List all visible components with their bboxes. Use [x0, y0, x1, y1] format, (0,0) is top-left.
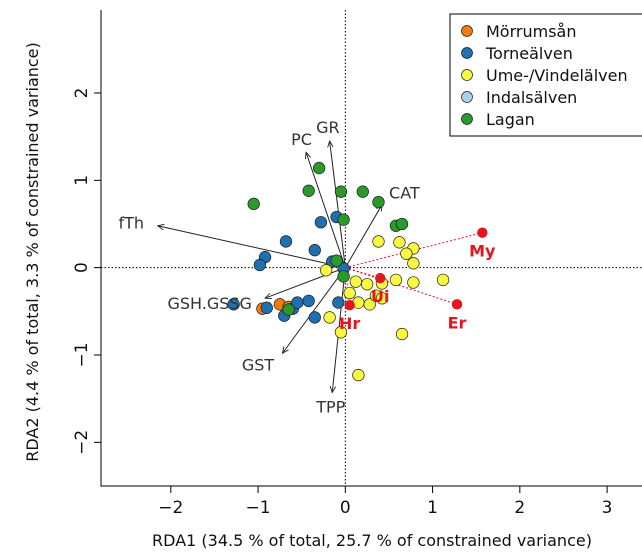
- vector-label-gr: GR: [316, 118, 340, 137]
- point-tornealven-5: [302, 294, 315, 307]
- centroid-my: [477, 227, 488, 238]
- point-ume-vindelalven-13: [363, 298, 376, 311]
- point-tornealven-12: [314, 216, 328, 229]
- y-tick-label-1: −1: [72, 342, 92, 367]
- y-tick-label-3: 1: [72, 175, 92, 186]
- point-lagan-10: [337, 213, 350, 226]
- vector-label-fth: fTh: [119, 214, 145, 233]
- point-lagan-5: [372, 195, 385, 209]
- centroid-label-hr: Hr: [339, 314, 360, 333]
- centroid-lines: [344, 232, 483, 306]
- point-lagan-1: [302, 184, 315, 197]
- point-lagan-4: [356, 185, 369, 198]
- legend-box: [449, 13, 642, 137]
- vector-label-pc: PC: [291, 130, 312, 149]
- point-ume-vindelalven-17: [334, 326, 348, 339]
- reference-lines: [101, 10, 642, 486]
- point-lagan-7: [395, 217, 409, 231]
- centroid-link-er: [345, 267, 458, 305]
- vector-arrow-gsh-gssg: [265, 267, 346, 299]
- legend-marker-lagan: [461, 113, 473, 125]
- point-ume-vindelalven-16: [323, 311, 336, 324]
- points-layer: [227, 161, 450, 382]
- legend-marker-indalsalven: [461, 91, 473, 103]
- x-tick-label-5: 3: [602, 498, 613, 518]
- point-tornealven-1: [260, 301, 273, 314]
- point-ume-vindelalven-6: [407, 276, 420, 289]
- point-ume-vindelalven-10: [349, 275, 362, 288]
- legend-label-morrumsan: Mörrumsån: [486, 22, 576, 41]
- point-ume-vindelalven-19: [352, 368, 365, 382]
- x-tick-label-4: 2: [514, 498, 525, 518]
- vector-arrow-gr: [330, 141, 346, 268]
- point-ume-vindelalven-20: [319, 264, 333, 277]
- legend-marker-ume-vindelalven: [461, 69, 473, 81]
- point-ume-vindelalven-7: [389, 273, 403, 287]
- x-tick-label-3: 1: [427, 498, 438, 518]
- point-ume-vindelalven-18: [395, 327, 409, 341]
- point-tornealven-8: [279, 235, 293, 248]
- vector-label-cat: CAT: [389, 184, 420, 203]
- legend-label-tornealven: Torneälven: [485, 44, 573, 63]
- x-axis-label: RDA1 (34.5 % of total, 25.7 % of constra…: [152, 531, 592, 550]
- axis-frame: [100, 10, 642, 487]
- legend-label-lagan: Lagan: [486, 110, 535, 129]
- legend-marker-tornealven: [461, 47, 473, 59]
- point-ume-vindelalven-4: [407, 257, 420, 270]
- axes-layer: −2 −1 0 1 2 3 −2 −1 0 1 2: [72, 10, 642, 518]
- vector-arrow-fth: [158, 226, 346, 269]
- point-tornealven-0: [227, 298, 240, 311]
- point-lagan-9: [282, 303, 295, 316]
- centroid-label-ui: Ui: [371, 287, 389, 306]
- point-ume-vindelalven-0: [372, 235, 385, 248]
- centroid-ui: [375, 272, 386, 284]
- point-tornealven-7: [308, 311, 321, 324]
- point-ume-vindelalven-11: [343, 286, 356, 300]
- legend-label-indalsalven: Indalsälven: [486, 88, 577, 107]
- centroid-hr: [344, 300, 355, 311]
- point-tornealven-6: [332, 296, 345, 309]
- point-tornealven-10: [253, 258, 266, 272]
- point-lagan-0: [247, 197, 260, 211]
- centroid-label-er: Er: [448, 313, 467, 332]
- vector-arrow-gst: [282, 267, 346, 354]
- centroid-layer: My Er Ui Hr: [339, 227, 496, 333]
- centroid-link-my: [345, 232, 483, 269]
- point-ume-vindelalven-3: [400, 247, 413, 260]
- vector-arrow-pc: [306, 152, 346, 268]
- centroid-er: [451, 299, 463, 310]
- vector-label-gst: GST: [242, 356, 275, 375]
- y-tick-label-4: 2: [72, 88, 92, 99]
- vector-layer: [158, 141, 382, 393]
- point-lagan-2: [312, 161, 326, 175]
- y-axis-label: RDA2 (4.4 % of total, 3.3 % of constrain…: [23, 42, 42, 462]
- point-ume-vindelalven-5: [436, 273, 450, 287]
- x-tick-label-0: −2: [158, 498, 183, 518]
- legend: Mörrumsån Torneälven Ume-/Vindelälven Indal…: [449, 13, 642, 137]
- y-tick-label-0: −2: [72, 430, 92, 455]
- point-lagan-11: [337, 270, 350, 283]
- vector-arrow-cat: [344, 205, 382, 268]
- point-tornealven-11: [308, 244, 321, 257]
- centroid-label-my: My: [469, 242, 496, 261]
- point-lagan-8: [330, 254, 343, 267]
- vector-label-gsh-gssg: GSH.GSSG: [167, 294, 252, 313]
- x-tick-label-2: 0: [340, 498, 351, 518]
- x-tick-label-1: −1: [246, 498, 271, 518]
- y-tick-label-2: 0: [72, 262, 92, 273]
- point-lagan-3: [334, 185, 348, 198]
- legend-label-ume-vindelalven: Ume-/Vindelälven: [486, 66, 628, 85]
- point-ume-vindelalven-15: [375, 292, 389, 305]
- legend-marker-morrumsan: [461, 25, 473, 37]
- point-ume-vindelalven-1: [393, 236, 406, 249]
- vector-label-tpp: TPP: [315, 397, 345, 416]
